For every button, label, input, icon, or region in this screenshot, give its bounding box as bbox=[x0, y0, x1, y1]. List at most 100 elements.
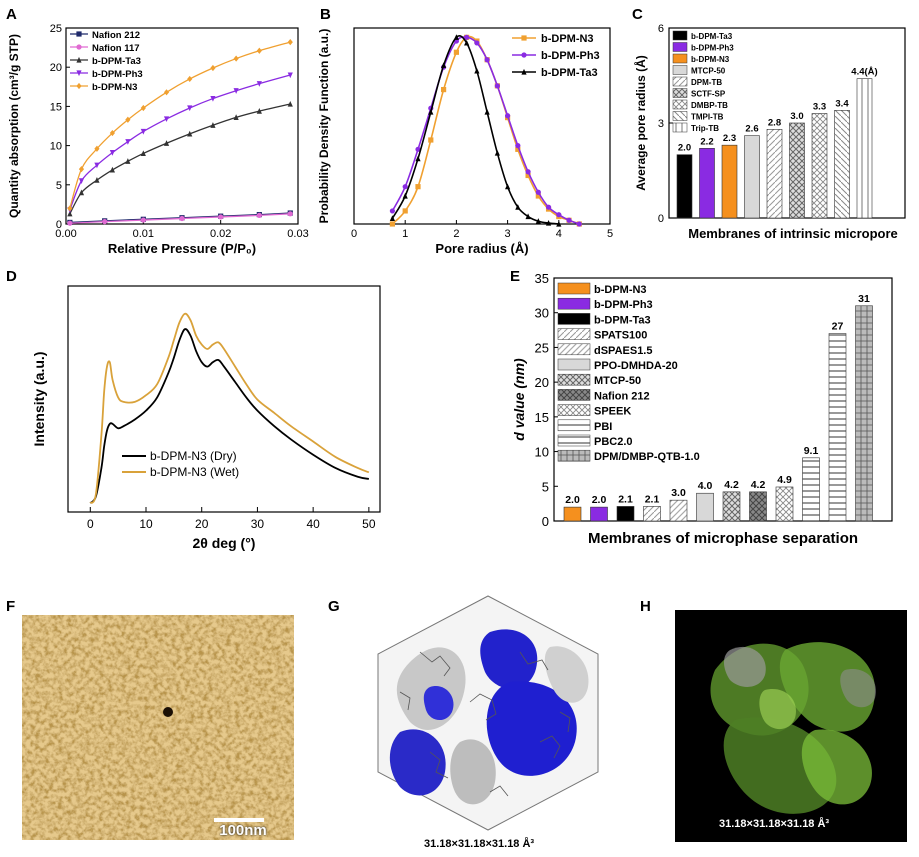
data-point bbox=[78, 189, 85, 196]
data-point bbox=[494, 83, 500, 89]
y-tick-label: 6 bbox=[658, 23, 664, 35]
data-point bbox=[494, 149, 500, 156]
legend-label: PPO-DMHDA-20 bbox=[594, 360, 678, 372]
bar-sctf-sp bbox=[789, 122, 805, 219]
x-tick-label: 5 bbox=[607, 228, 613, 240]
y-tick-label: 5 bbox=[542, 479, 549, 494]
x-tick-label: 0.01 bbox=[133, 228, 154, 240]
legend-marker bbox=[76, 31, 82, 37]
x-tick-label: 2 bbox=[453, 228, 459, 240]
simulation-cube-green: 31.18×31.18×31.18 Å³ bbox=[675, 610, 907, 842]
panel-letter-g: G bbox=[328, 598, 340, 615]
data-point bbox=[287, 39, 293, 46]
y-axis-label: d value (nm) bbox=[511, 358, 527, 441]
data-point bbox=[515, 146, 521, 152]
bar-value-label: 9.1 bbox=[804, 445, 819, 457]
data-point bbox=[415, 146, 421, 152]
data-point bbox=[140, 104, 146, 112]
y-tick-label: 25 bbox=[535, 340, 549, 355]
x-tick-label: 30 bbox=[251, 517, 265, 531]
bar-ppo-dmhda-20 bbox=[696, 492, 714, 522]
series-line-b-dpm-ta3 bbox=[69, 103, 291, 215]
bar-mtcp-50 bbox=[744, 135, 760, 219]
panel-letter-b: B bbox=[320, 6, 331, 23]
legend-c: b-DPM-Ta3 b-DPM-Ph3 b-DPM-N3 MTCP-50 DPM-TB S… bbox=[672, 30, 734, 133]
bar-value-label: 4.4(Å) bbox=[851, 67, 877, 78]
x-tick-label: 0 bbox=[351, 228, 357, 240]
legend-swatch bbox=[672, 42, 688, 52]
legend-swatch bbox=[672, 111, 688, 121]
legend-label: dSPAES1.5 bbox=[594, 345, 653, 357]
data-point bbox=[102, 219, 108, 225]
plot-frame bbox=[65, 27, 299, 225]
plot-frame bbox=[67, 285, 381, 513]
caption-g: 31.18×31.18×31.18 Å³ bbox=[424, 838, 535, 850]
legend-swatch bbox=[672, 65, 688, 75]
legend-label: MTCP-50 bbox=[594, 375, 641, 387]
data-point bbox=[556, 220, 562, 227]
legend-label: b-DPM-Ta3 bbox=[92, 56, 141, 67]
x-axis-label: Pore radius (Å) bbox=[435, 241, 528, 256]
data-point bbox=[256, 47, 262, 54]
legend-label: PBI bbox=[594, 421, 612, 433]
x-tick-label: 50 bbox=[362, 517, 376, 531]
x-tick-label: 0.00 bbox=[55, 228, 76, 240]
legend-label: SPATS100 bbox=[594, 330, 647, 342]
bar-dpm-tb bbox=[766, 129, 783, 219]
x-tick-label: 4 bbox=[556, 228, 562, 240]
data-point bbox=[187, 105, 193, 112]
data-point bbox=[256, 108, 262, 114]
x-tick-label: 0.03 bbox=[287, 228, 308, 240]
chart-e-d-value-bars: 0 5 10 15 20 25 30 35 d value (nm) Membranes of m… bbox=[511, 272, 893, 547]
y-tick-label: 20 bbox=[535, 375, 549, 390]
data-point bbox=[67, 210, 73, 217]
data-point bbox=[464, 39, 470, 46]
data-point bbox=[545, 219, 552, 226]
data-point bbox=[233, 55, 239, 62]
legend-marker bbox=[76, 44, 82, 50]
y-tick-label: 0 bbox=[658, 213, 664, 225]
bar-value-label: 2.3 bbox=[723, 133, 736, 144]
data-point bbox=[525, 213, 531, 220]
data-point bbox=[505, 113, 511, 119]
y-tick-label: 10 bbox=[535, 445, 549, 460]
legend-label: b-DPM-N3 (Dry) bbox=[150, 449, 237, 463]
data-point bbox=[233, 114, 239, 120]
legend-marker bbox=[76, 70, 82, 77]
x-tick-label: 1 bbox=[402, 228, 408, 240]
legend-label: b-DPM-Ph3 bbox=[594, 299, 653, 311]
data-point bbox=[525, 172, 531, 179]
data-point bbox=[256, 212, 262, 218]
series-b-dpm-ta3 bbox=[389, 34, 562, 227]
panel-letter-a: A bbox=[6, 6, 17, 23]
data-point bbox=[415, 184, 421, 190]
legend-swatch bbox=[672, 88, 688, 98]
series-b-dpm-ph3 bbox=[67, 72, 293, 213]
y-tick-label: 0 bbox=[542, 514, 549, 529]
legend-swatch bbox=[557, 373, 591, 386]
bar-nafion-212 bbox=[749, 491, 767, 522]
bar-value-label: 31 bbox=[858, 293, 870, 305]
panel-letter-f: F bbox=[6, 598, 16, 615]
data-point bbox=[109, 150, 115, 156]
panel-letter-h: H bbox=[640, 598, 651, 615]
legend-label: DPM-TB bbox=[691, 78, 722, 87]
data-point bbox=[94, 176, 100, 183]
chart-d-xrd: 0 10 20 30 40 50 2θ deg (°) Intensity (a.u.) b-D… bbox=[31, 285, 381, 551]
y-axis-label: Probability Density Function (a.u.) bbox=[317, 29, 331, 224]
legend-swatch bbox=[557, 358, 591, 371]
series-b-dpm-n3 bbox=[389, 34, 582, 227]
legend-swatch bbox=[672, 122, 688, 133]
bar-b-dpm-ta3 bbox=[616, 506, 635, 522]
data-point bbox=[94, 145, 100, 152]
legend-swatch bbox=[557, 343, 591, 356]
bar-trip-tb bbox=[856, 78, 873, 219]
legend-swatch bbox=[557, 449, 591, 462]
legend-marker bbox=[76, 82, 82, 90]
y-tick-label: 15 bbox=[50, 101, 62, 113]
legend-swatch bbox=[672, 99, 688, 110]
data-point bbox=[535, 193, 541, 199]
data-point bbox=[109, 129, 115, 137]
bar-value-label: 2.8 bbox=[768, 117, 781, 128]
legend-swatch bbox=[557, 297, 591, 310]
